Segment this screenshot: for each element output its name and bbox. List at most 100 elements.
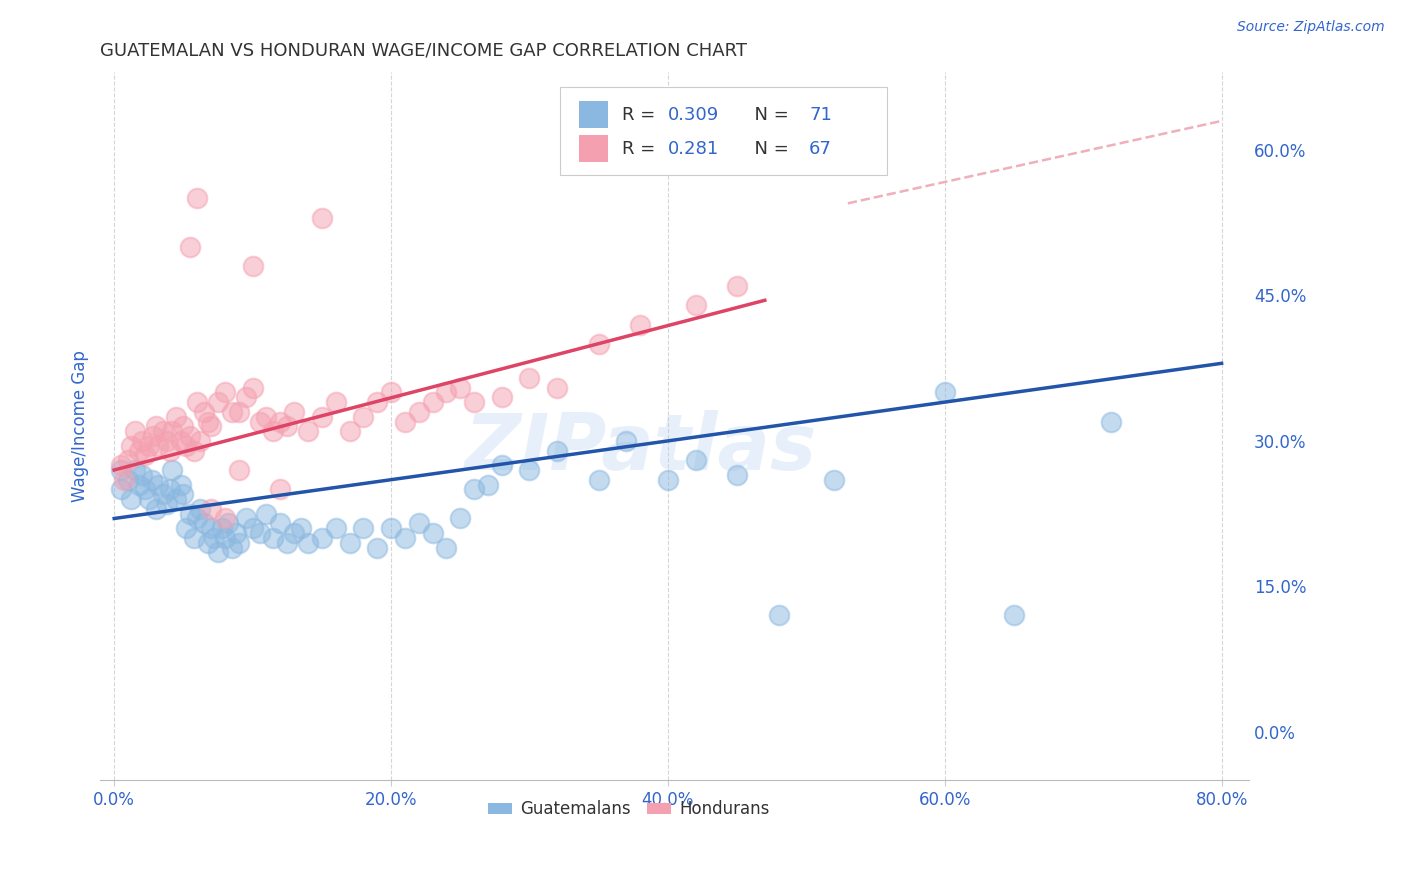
Guatemalans xyxy=(290,521,312,535)
Hondurans xyxy=(179,240,201,254)
Text: R =: R = xyxy=(621,105,661,124)
Hondurans xyxy=(588,337,610,351)
Guatemalans xyxy=(131,467,153,482)
Guatemalans xyxy=(297,535,319,549)
Guatemalans xyxy=(422,526,444,541)
Guatemalans xyxy=(169,477,191,491)
Hondurans xyxy=(546,381,568,395)
Hondurans xyxy=(207,395,229,409)
Hondurans xyxy=(519,371,541,385)
Hondurans xyxy=(131,434,153,448)
Hondurans xyxy=(197,415,219,429)
Hondurans xyxy=(422,395,444,409)
Hondurans xyxy=(242,260,264,274)
Guatemalans xyxy=(221,541,243,555)
Guatemalans xyxy=(145,501,167,516)
Hondurans xyxy=(311,409,333,424)
Hondurans xyxy=(228,463,250,477)
Guatemalans xyxy=(128,477,150,491)
Guatemalans xyxy=(685,453,707,467)
Hondurans xyxy=(138,439,160,453)
Guatemalans xyxy=(124,463,146,477)
Guatemalans xyxy=(394,531,416,545)
Hondurans xyxy=(193,405,215,419)
Text: ZIPatlas: ZIPatlas xyxy=(464,409,817,485)
Hondurans xyxy=(628,318,651,332)
Hondurans xyxy=(221,405,243,419)
Guatemalans xyxy=(235,511,257,525)
Guatemalans xyxy=(110,483,132,497)
Guatemalans xyxy=(614,434,637,448)
Text: Source: ZipAtlas.com: Source: ZipAtlas.com xyxy=(1237,20,1385,34)
Hondurans xyxy=(311,211,333,225)
Guatemalans xyxy=(1002,608,1025,623)
FancyBboxPatch shape xyxy=(579,136,609,162)
Hondurans xyxy=(436,385,458,400)
Hondurans xyxy=(186,192,208,206)
Hondurans xyxy=(142,429,165,443)
Hondurans xyxy=(269,415,291,429)
Guatemalans xyxy=(202,531,225,545)
Guatemalans xyxy=(339,535,361,549)
Guatemalans xyxy=(283,526,305,541)
Guatemalans xyxy=(166,492,188,507)
Guatemalans xyxy=(256,507,278,521)
Hondurans xyxy=(249,415,271,429)
Hondurans xyxy=(366,395,388,409)
Hondurans xyxy=(242,381,264,395)
Guatemalans xyxy=(179,507,201,521)
Guatemalans xyxy=(1099,415,1122,429)
Hondurans xyxy=(685,298,707,312)
Hondurans xyxy=(449,381,471,395)
Guatemalans xyxy=(172,487,194,501)
Guatemalans xyxy=(768,608,790,623)
Guatemalans xyxy=(156,497,179,511)
Hondurans xyxy=(159,443,181,458)
Hondurans xyxy=(128,443,150,458)
Guatemalans xyxy=(162,463,184,477)
Guatemalans xyxy=(200,521,222,535)
Hondurans xyxy=(156,434,179,448)
Guatemalans xyxy=(159,483,181,497)
Guatemalans xyxy=(269,516,291,531)
Guatemalans xyxy=(134,483,156,497)
Hondurans xyxy=(276,419,298,434)
Hondurans xyxy=(124,424,146,438)
Guatemalans xyxy=(214,531,236,545)
Guatemalans xyxy=(228,535,250,549)
Guatemalans xyxy=(225,526,247,541)
Hondurans xyxy=(235,390,257,404)
Guatemalans xyxy=(193,516,215,531)
Hondurans xyxy=(112,473,135,487)
Hondurans xyxy=(166,409,188,424)
Hondurans xyxy=(463,395,485,409)
Guatemalans xyxy=(725,467,748,482)
Guatemalans xyxy=(449,511,471,525)
Guatemalans xyxy=(491,458,513,472)
Hondurans xyxy=(183,443,205,458)
Legend: Guatemalans, Hondurans: Guatemalans, Hondurans xyxy=(482,794,776,825)
Guatemalans xyxy=(463,483,485,497)
Guatemalans xyxy=(148,477,170,491)
Hondurans xyxy=(297,424,319,438)
Text: 67: 67 xyxy=(810,140,832,158)
Guatemalans xyxy=(436,541,458,555)
Guatemalans xyxy=(197,535,219,549)
Guatemalans xyxy=(211,521,233,535)
Guatemalans xyxy=(477,477,499,491)
Guatemalans xyxy=(249,526,271,541)
Text: 0.309: 0.309 xyxy=(668,105,720,124)
Hondurans xyxy=(283,405,305,419)
Guatemalans xyxy=(207,545,229,559)
Hondurans xyxy=(179,429,201,443)
Guatemalans xyxy=(141,473,163,487)
Hondurans xyxy=(214,511,236,525)
Text: 71: 71 xyxy=(810,105,832,124)
Guatemalans xyxy=(188,501,211,516)
Guatemalans xyxy=(110,463,132,477)
Hondurans xyxy=(352,409,374,424)
Hondurans xyxy=(325,395,347,409)
Guatemalans xyxy=(120,492,142,507)
Hondurans xyxy=(491,390,513,404)
Guatemalans xyxy=(408,516,430,531)
